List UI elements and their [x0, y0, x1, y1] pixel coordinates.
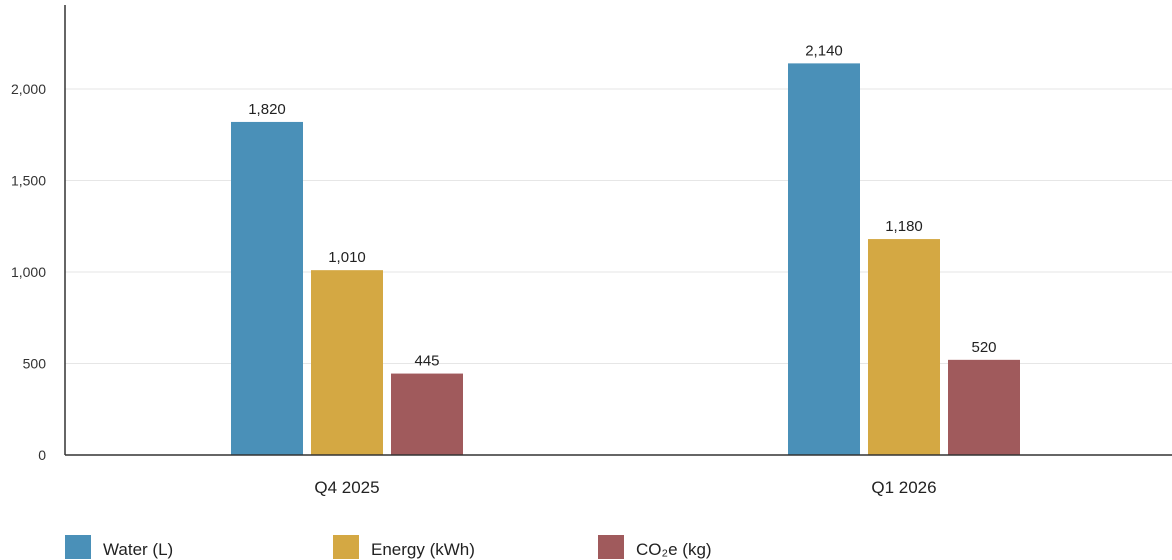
bar [868, 239, 940, 455]
legend-swatch [598, 535, 624, 559]
bar [788, 63, 860, 455]
legend-label: CO₂e (kg) [636, 540, 712, 559]
bar [391, 373, 463, 455]
data-label: 1,180 [885, 218, 923, 235]
y-tick-label: 500 [23, 356, 47, 372]
legend-swatch [65, 535, 91, 559]
x-category-label: Q4 2025 [314, 478, 379, 497]
bar [231, 121, 303, 455]
data-label: 1,820 [248, 101, 286, 118]
legend: Water (L) Energy (kWh) CO₂e (kg) [65, 535, 712, 559]
data-label: 1,010 [328, 249, 366, 266]
data-label: 520 [971, 339, 996, 356]
legend-swatch [333, 535, 359, 559]
x-category-label: Q1 2026 [871, 478, 936, 497]
axes: 0 500 1,000 1,500 2,000 Q4 2025 Q1 2026 [11, 5, 1172, 497]
bar [311, 270, 383, 455]
y-tick-label: 0 [38, 447, 46, 463]
y-tick-label: 2,000 [11, 81, 46, 97]
data-label: 445 [414, 353, 439, 370]
y-tick-label: 1,500 [11, 173, 46, 189]
bars [231, 63, 1020, 455]
legend-label: Energy (kWh) [371, 540, 475, 559]
legend-label: Water (L) [103, 540, 173, 559]
bar [948, 359, 1020, 455]
data-labels: 1,820 1,010 445 2,140 1,180 520 [248, 42, 996, 369]
data-label: 2,140 [805, 42, 843, 59]
y-tick-label: 1,000 [11, 264, 46, 280]
